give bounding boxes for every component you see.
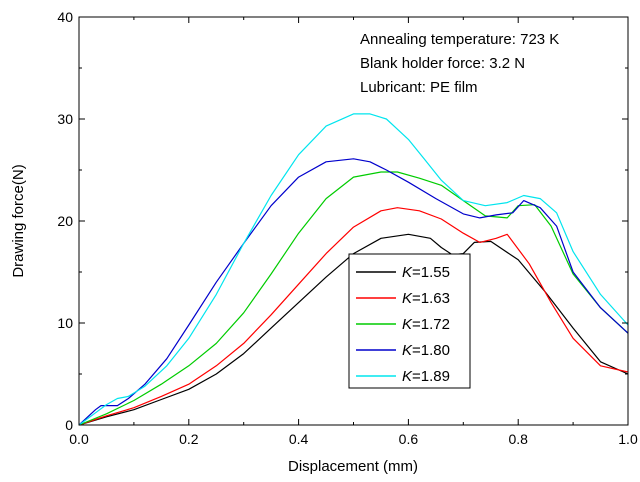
y-tick-label-1: 10 [57, 315, 73, 331]
y-axis-label: Drawing force(N) [10, 164, 27, 277]
x-tick-label-4: 0.8 [508, 431, 528, 447]
legend-label-4: K=1.89 [402, 368, 450, 385]
series-line-4 [78, 113, 629, 426]
y-tick-label-0: 0 [65, 417, 73, 433]
annotation-blank-holder-force: Blank holder force: 3.2 N [360, 55, 525, 72]
y-tick-label-4: 40 [57, 9, 73, 25]
x-tick-label-1: 0.2 [179, 431, 199, 447]
series-line-0 [78, 233, 629, 426]
annotation-annealing-temperature: Annealing temperature: 723 K [360, 31, 559, 48]
x-tick-label-2: 0.4 [289, 431, 309, 447]
legend-label-1: K=1.63 [402, 290, 450, 307]
legend-label-2: K=1.72 [402, 316, 450, 333]
annotation-block: Annealing temperature: 723 K Blank holde… [360, 31, 559, 96]
x-axis-label: Displacement (mm) [288, 458, 418, 475]
series-line-1 [78, 207, 629, 426]
plot-frame [78, 16, 629, 426]
legend-label-0: K=1.55 [402, 264, 450, 281]
legend: K=1.55 K=1.63 K=1.72 K=1.80 K=1.89 [348, 253, 471, 389]
ticks-layer: 0.0 0.2 0.4 0.6 0.8 1.0 0 10 20 30 40 [57, 9, 638, 447]
y-tick-label-3: 30 [57, 111, 73, 127]
annotation-lubricant: Lubricant: PE film [360, 79, 478, 96]
series-layer [78, 113, 629, 426]
x-tick-label-0: 0.0 [69, 431, 89, 447]
legend-box [348, 253, 471, 389]
y-tick-label-2: 20 [57, 213, 73, 229]
x-tick-label-3: 0.6 [399, 431, 419, 447]
legend-label-3: K=1.80 [402, 342, 450, 359]
x-tick-label-5: 1.0 [618, 431, 638, 447]
